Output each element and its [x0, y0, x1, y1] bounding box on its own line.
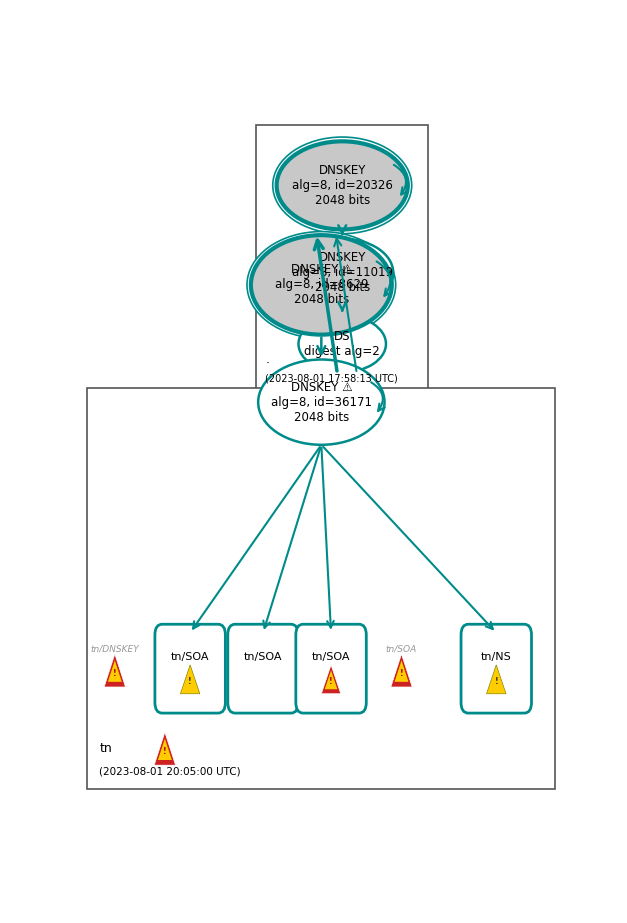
Polygon shape [108, 660, 122, 682]
Text: tn/NS: tn/NS [481, 652, 512, 662]
Text: !: ! [329, 677, 333, 687]
Text: DS
digest alg=2: DS digest alg=2 [304, 330, 380, 358]
Ellipse shape [273, 137, 412, 234]
Text: DNSKEY
alg=8, id=20326
2048 bits: DNSKEY alg=8, id=20326 2048 bits [292, 164, 393, 207]
FancyBboxPatch shape [296, 624, 366, 713]
Text: (2023-08-01 17:58:13 UTC): (2023-08-01 17:58:13 UTC) [265, 374, 398, 384]
Ellipse shape [247, 232, 396, 338]
Text: tn/SOA: tn/SOA [244, 652, 282, 662]
FancyBboxPatch shape [155, 624, 225, 713]
Ellipse shape [277, 141, 408, 230]
Text: tn/DNSKEY: tn/DNSKEY [90, 644, 139, 653]
Ellipse shape [251, 235, 392, 335]
Polygon shape [181, 665, 200, 694]
Text: tn/SOA: tn/SOA [171, 652, 209, 662]
Text: DNSKEY
alg=8, id=11019
2048 bits: DNSKEY alg=8, id=11019 2048 bits [292, 251, 393, 294]
Text: tn: tn [99, 742, 112, 755]
Text: tn/SOA: tn/SOA [312, 652, 350, 662]
Polygon shape [391, 654, 412, 687]
Polygon shape [104, 654, 125, 687]
Ellipse shape [258, 360, 384, 445]
Polygon shape [154, 732, 176, 765]
Polygon shape [394, 660, 408, 682]
Text: !: ! [188, 677, 192, 687]
Polygon shape [158, 738, 172, 760]
Text: DNSKEY ⚠
alg=8, id=8629
2048 bits: DNSKEY ⚠ alg=8, id=8629 2048 bits [275, 263, 368, 306]
Polygon shape [322, 665, 341, 694]
Text: !: ! [399, 669, 403, 677]
Ellipse shape [291, 239, 393, 307]
FancyBboxPatch shape [461, 624, 532, 713]
Text: tn/SOA: tn/SOA [386, 644, 417, 653]
Text: !: ! [495, 677, 498, 687]
Bar [256, 125, 428, 399]
Bar [87, 388, 555, 789]
Text: (2023-08-01 20:05:00 UTC): (2023-08-01 20:05:00 UTC) [99, 767, 241, 777]
Text: !: ! [163, 747, 167, 756]
Polygon shape [325, 670, 337, 689]
FancyBboxPatch shape [228, 624, 298, 713]
Text: DNSKEY ⚠
alg=8, id=36171
2048 bits: DNSKEY ⚠ alg=8, id=36171 2048 bits [271, 380, 372, 424]
Polygon shape [487, 665, 506, 694]
Text: .: . [265, 353, 270, 366]
Ellipse shape [298, 316, 386, 372]
Text: !: ! [113, 669, 117, 677]
